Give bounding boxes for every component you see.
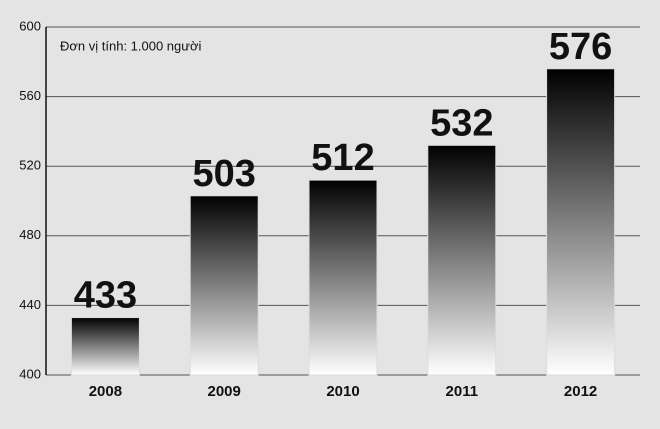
value-label: 512 bbox=[311, 137, 374, 179]
bar bbox=[427, 144, 497, 376]
y-tick-label: 600 bbox=[19, 18, 41, 33]
y-tick-label: 560 bbox=[19, 88, 41, 103]
bar bbox=[546, 68, 616, 376]
x-tick-label: 2008 bbox=[89, 383, 122, 400]
y-tick-label: 400 bbox=[19, 366, 41, 381]
value-label: 576 bbox=[549, 26, 612, 68]
x-tick-label: 2010 bbox=[326, 383, 359, 400]
bar bbox=[189, 195, 259, 376]
y-tick-label: 440 bbox=[19, 297, 41, 312]
value-label: 532 bbox=[430, 102, 493, 144]
value-label: 503 bbox=[192, 153, 255, 195]
x-tick-label: 2012 bbox=[564, 383, 597, 400]
annotation: Đơn vị tính: 1.000 người bbox=[60, 38, 201, 53]
x-tick-label: 2011 bbox=[446, 383, 479, 400]
bar bbox=[308, 179, 378, 376]
x-tick-label: 2009 bbox=[208, 383, 241, 400]
bar bbox=[70, 317, 140, 376]
value-label: 433 bbox=[74, 275, 137, 317]
y-tick-label: 480 bbox=[19, 227, 41, 242]
y-tick-label: 520 bbox=[19, 158, 41, 173]
